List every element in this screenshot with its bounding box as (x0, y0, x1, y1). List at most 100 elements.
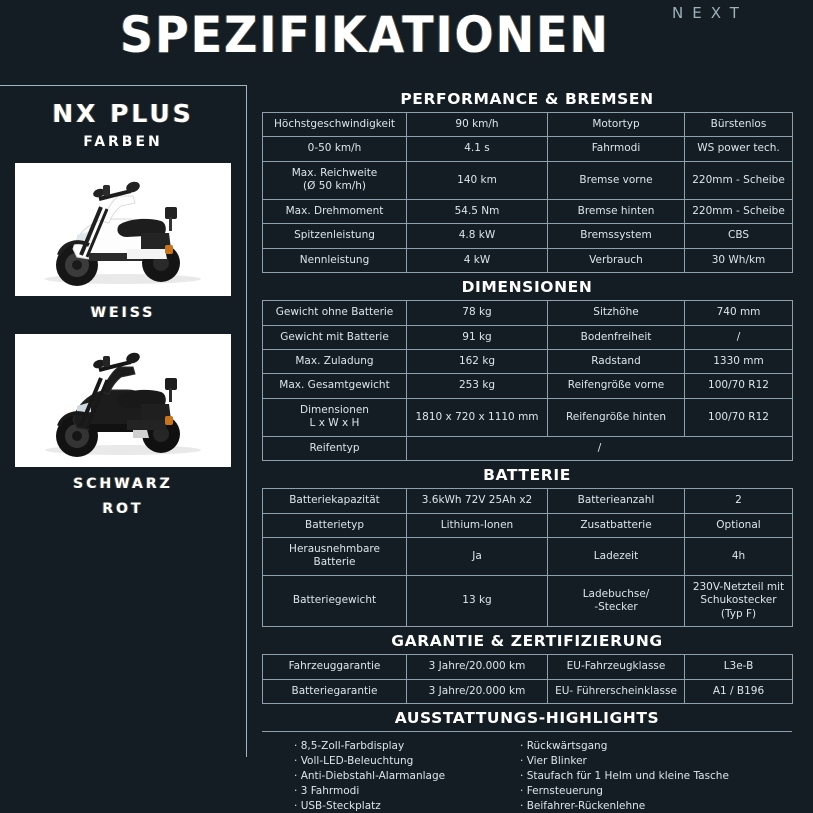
table-row: Batteriegarantie 3 Jahre/20.000 km EU- Füh… (262, 678, 793, 705)
table-row: Höchstgeschwindigkeit 90 km/h Motortyp Bürs… (262, 111, 793, 138)
specifications-area: PERFORMANCE & BREMSEN Höchstgeschwindigke… (262, 85, 793, 813)
section-title: DIMENSIONEN (461, 278, 593, 297)
spec-value-cell: 100/70 R12 (684, 373, 793, 399)
spec-value-cell: Bürstenlos (684, 111, 793, 138)
spec-label-cell: Höchstgeschwindigkeit (262, 111, 407, 138)
spec-value-cell: / (406, 435, 793, 462)
section-title: BATTERIE (483, 466, 571, 485)
spec-label-cell: Ladebuchse/-Stecker (547, 574, 685, 628)
spec-label-cell: Bremse hinten (547, 198, 685, 225)
spec-value-cell: WS power tech. (684, 136, 793, 162)
table-row: Max. Drehmoment 54.5 Nm Bremse hinten 220mm… (262, 198, 793, 225)
spec-label-cell: Batteriegarantie (262, 678, 407, 705)
spec-value-cell: 162 kg (406, 348, 548, 375)
spec-label-cell: Zusatbatterie (547, 512, 685, 539)
table-row: Batteriekapazität 3.6kWh 72V 25Ah x2 Batte… (262, 488, 793, 514)
spec-value-cell: 230V-Netzteil mit Schukostecker (Typ F) (684, 574, 793, 628)
table-row: Gewicht ohne Batterie 78 kg Sitzhöhe 740 mm (262, 300, 793, 326)
table-row: Nennleistung 4 kW Verbrauch 30 Wh/km (262, 247, 793, 274)
table-row: Max. Reichweite (Ø 50 km/h) 140 km Bremse v… (262, 160, 793, 200)
spec-value-cell: 13 kg (406, 574, 548, 628)
spec-label-cell: Reifengröße hinten (547, 397, 685, 437)
page-header: SPEZIFIKATIONEN NEXT (0, 0, 813, 85)
spec-value-cell: Optional (684, 512, 793, 539)
spec-label-cell: Herausnehmbare Batterie (262, 537, 407, 576)
spec-label-cell: Batteriegewicht (262, 574, 407, 628)
spec-table: Fahrzeuggarantie 3 Jahre/20.000 km EU-Fahr… (262, 654, 793, 705)
spec-value-cell: 1810 x 720 x 1110 mm (406, 397, 548, 437)
spec-label-cell: Fahrmodi (547, 136, 685, 162)
spec-label-cell: Reifengröße vorne (547, 373, 685, 399)
table-row: Reifentyp / (262, 435, 793, 462)
spec-label-cell: Verbrauch (547, 247, 685, 274)
spec-table: Gewicht ohne Batterie 78 kg Sitzhöhe 740 mm… (262, 300, 793, 462)
highlights-lists: 8,5-Zoll-FarbdisplayVoll-LED-Beleuchtung… (262, 731, 792, 813)
spec-value-cell: 3 Jahre/20.000 km (406, 678, 548, 705)
page-title: SPEZIFIKATIONEN (120, 6, 610, 64)
spec-label-cell: Max. Drehmoment (262, 198, 407, 225)
spec-label-cell: Dimensionen L x W x H (262, 397, 407, 437)
highlights-column-right: RückwärtsgangVier BlinkerStaufach für 1 … (520, 738, 760, 813)
spec-label-cell: Gewicht mit Batterie (262, 324, 407, 350)
spec-value-cell: 740 mm (684, 300, 793, 326)
spec-value-cell: 2 (684, 488, 793, 514)
spec-label-cell: Batterieanzahl (547, 488, 685, 514)
spec-label-cell: Reifentyp (262, 435, 407, 462)
spec-label-cell: Gewicht ohne Batterie (262, 300, 407, 326)
scooter-photo-white (15, 163, 231, 296)
table-row: Dimensionen L x W x H 1810 x 720 x 1110 mm… (262, 397, 793, 437)
spec-label-cell: Batteriekapazität (262, 488, 407, 514)
table-row: Max. Zuladung 162 kg Radstand 1330 mm (262, 348, 793, 375)
scooter-white-icon (45, 181, 201, 286)
section-title: GARANTIE & ZERTIFIZIERUNG (391, 632, 663, 651)
highlight-item: Beifahrer-Rückenlehne (520, 798, 760, 813)
scooter-black-icon (45, 352, 201, 457)
spec-value-cell: A1 / B196 (684, 678, 793, 705)
spec-value-cell: Lithium-Ionen (406, 512, 548, 539)
table-row: Batterietyp Lithium-Ionen Zusatbatterie Opt… (262, 512, 793, 539)
highlight-item: Staufach für 1 Helm und kleine Tasche (520, 768, 760, 783)
spec-label-cell: Batterietyp (262, 512, 407, 539)
highlight-item: USB-Steckplatz (294, 798, 484, 813)
spec-label-cell: 0-50 km/h (262, 136, 407, 162)
spec-value-cell: 100/70 R12 (684, 397, 793, 437)
highlights-column-left: 8,5-Zoll-FarbdisplayVoll-LED-Beleuchtung… (294, 738, 484, 813)
color-caption-black: SCHWARZ (73, 476, 173, 492)
spec-label-cell: Fahrzeuggarantie (262, 654, 407, 680)
table-row: Fahrzeuggarantie 3 Jahre/20.000 km EU-Fahr… (262, 654, 793, 680)
spec-table: Batteriekapazität 3.6kWh 72V 25Ah x2 Batte… (262, 488, 793, 628)
color-variants-panel: NX PLUS FARBEN (0, 85, 247, 757)
section-title-highlights: AUSSTATTUNGS-HIGHLIGHTS (394, 709, 660, 728)
table-row: Herausnehmbare Batterie Ja Ladezeit 4h (262, 537, 793, 576)
highlight-item: Vier Blinker (520, 753, 760, 768)
spec-label-cell: Bremse vorne (547, 160, 685, 200)
colors-section-label: FARBEN (83, 134, 163, 150)
spec-label-cell: EU- Führerscheinklasse (547, 678, 685, 705)
spec-value-cell: 140 km (406, 160, 548, 200)
highlight-item: 8,5-Zoll-Farbdisplay (294, 738, 484, 753)
spec-label-cell: Max. Gesamtgewicht (262, 373, 407, 399)
spec-label-cell: Nennleistung (262, 247, 407, 274)
spec-value-cell: 30 Wh/km (684, 247, 793, 274)
spec-value-cell: 3.6kWh 72V 25Ah x2 (406, 488, 548, 514)
spec-label-cell: Ladezeit (547, 537, 685, 576)
spec-label-cell: EU-Fahrzeugklasse (547, 654, 685, 680)
spec-label-cell: Spitzenleistung (262, 223, 407, 249)
spec-value-cell: Ja (406, 537, 548, 576)
spec-value-cell: 3 Jahre/20.000 km (406, 654, 548, 680)
spec-value-cell: 78 kg (406, 300, 548, 326)
spec-value-cell: L3e-B (684, 654, 793, 680)
highlight-item: Fernsteuerung (520, 783, 760, 798)
section-title: PERFORMANCE & BREMSEN (400, 90, 654, 108)
color-caption-white: WEISS (90, 305, 156, 321)
table-row: Spitzenleistung 4.8 kW Bremssystem CBS (262, 223, 793, 249)
spec-table: Höchstgeschwindigkeit 90 km/h Motortyp Bürs… (262, 111, 793, 274)
spec-value-cell: 253 kg (406, 373, 548, 399)
scooter-photo-black (15, 334, 231, 467)
spec-value-cell: CBS (684, 223, 793, 249)
table-row: 0-50 km/h 4.1 s Fahrmodi WS power tech. (262, 136, 793, 162)
spec-value-cell: 54.5 Nm (406, 198, 548, 225)
table-row: Gewicht mit Batterie 91 kg Bodenfreiheit / (262, 324, 793, 350)
spec-value-cell: 4.8 kW (406, 223, 548, 249)
spec-label-cell: Motortyp (547, 111, 685, 138)
